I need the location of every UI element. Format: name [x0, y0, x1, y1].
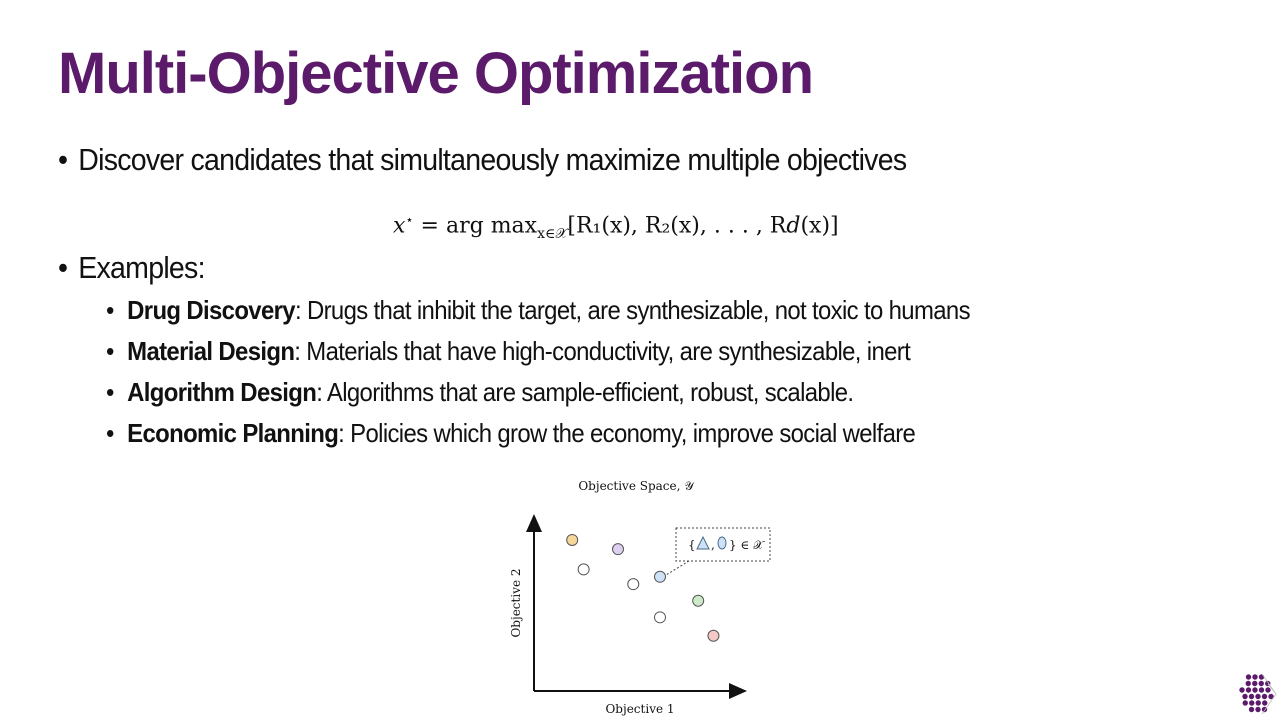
logo-dot	[1248, 706, 1255, 713]
scatter-point	[566, 533, 579, 546]
scatter-point	[612, 543, 624, 556]
bullet-text: Examples:	[78, 250, 205, 285]
scatter-point	[654, 611, 666, 624]
example-desc: : Drugs that inhibit the target, are syn…	[294, 295, 971, 325]
logo-dot	[1242, 700, 1248, 706]
logo-dot	[1261, 693, 1268, 700]
logo-dot	[1249, 700, 1255, 706]
example-term: Algorithm Design	[127, 377, 317, 407]
scatter-point	[627, 578, 640, 591]
example-term: Drug Discovery	[127, 295, 295, 325]
bullet-dot: •	[58, 250, 68, 285]
logo-dot	[1242, 693, 1248, 700]
example-desc: : Algorithms that are sample-efficient, …	[316, 377, 854, 407]
example-drug-discovery: • Drug Discovery: Drugs that inhibit the …	[106, 295, 971, 325]
scatter-point	[577, 563, 590, 576]
logo-dot	[1255, 706, 1261, 713]
logo-dot	[1268, 693, 1274, 700]
y-axis-label: Objective 2	[509, 568, 523, 637]
logo-dot	[1258, 680, 1264, 687]
bullet-discover: • Discover candidates that simultaneously…	[58, 142, 907, 178]
logo-lines	[1261, 673, 1277, 715]
bullet-examples: • Examples:	[58, 250, 206, 286]
logo-dot	[1252, 674, 1258, 680]
logo-dot	[1252, 687, 1258, 693]
logo-dot	[1255, 700, 1261, 706]
scatter-point-highlighted	[654, 570, 666, 583]
logo-dot	[1262, 700, 1268, 706]
example-economic-planning: • Economic Planning: Policies which grow …	[106, 418, 916, 448]
callout-comma: ,	[711, 538, 715, 552]
example-material-design: • Material Design: Materials that have hi…	[106, 336, 911, 366]
callout-pointer	[665, 560, 690, 576]
formula: x⋆ = arg maxx∈𝒳[R₁(x), R₂(x), . . . , R𝑑…	[393, 213, 839, 243]
x-axis-label: Objective 1	[605, 702, 674, 716]
logo-dot	[1245, 680, 1251, 687]
scatter-point	[692, 594, 705, 607]
scatter-point	[707, 629, 720, 642]
logo-dot	[1248, 693, 1255, 700]
university-logo	[1239, 673, 1277, 715]
logo-dot	[1245, 687, 1252, 693]
chart-title: Objective Space, 𝒴	[578, 479, 695, 493]
callout-brace-open: {	[688, 538, 696, 552]
example-term: Economic Planning	[127, 418, 339, 448]
molecule-icon	[717, 536, 727, 550]
logo-dot	[1255, 693, 1261, 700]
slide-title: Multi-Objective Optimization	[58, 41, 814, 106]
logo-dot	[1265, 687, 1271, 693]
example-algorithm-design: • Algorithm Design: Algorithms that are s…	[106, 377, 854, 407]
logo-dot	[1252, 680, 1258, 687]
callout-suffix: } ∈ 𝒳	[729, 538, 765, 552]
example-desc: : Materials that have high-conductivity,…	[294, 336, 911, 366]
logo-dot	[1245, 674, 1252, 680]
logo-dot	[1258, 674, 1265, 680]
bullet-text: Discover candidates that simultaneously …	[78, 142, 907, 177]
logo-dot	[1258, 687, 1265, 693]
triangle-icon	[696, 535, 710, 550]
bullet-dot: •	[58, 142, 68, 177]
example-term: Material Design	[127, 336, 295, 366]
logo-dot	[1239, 687, 1245, 693]
example-desc: : Policies which grow the economy, impro…	[338, 418, 916, 448]
